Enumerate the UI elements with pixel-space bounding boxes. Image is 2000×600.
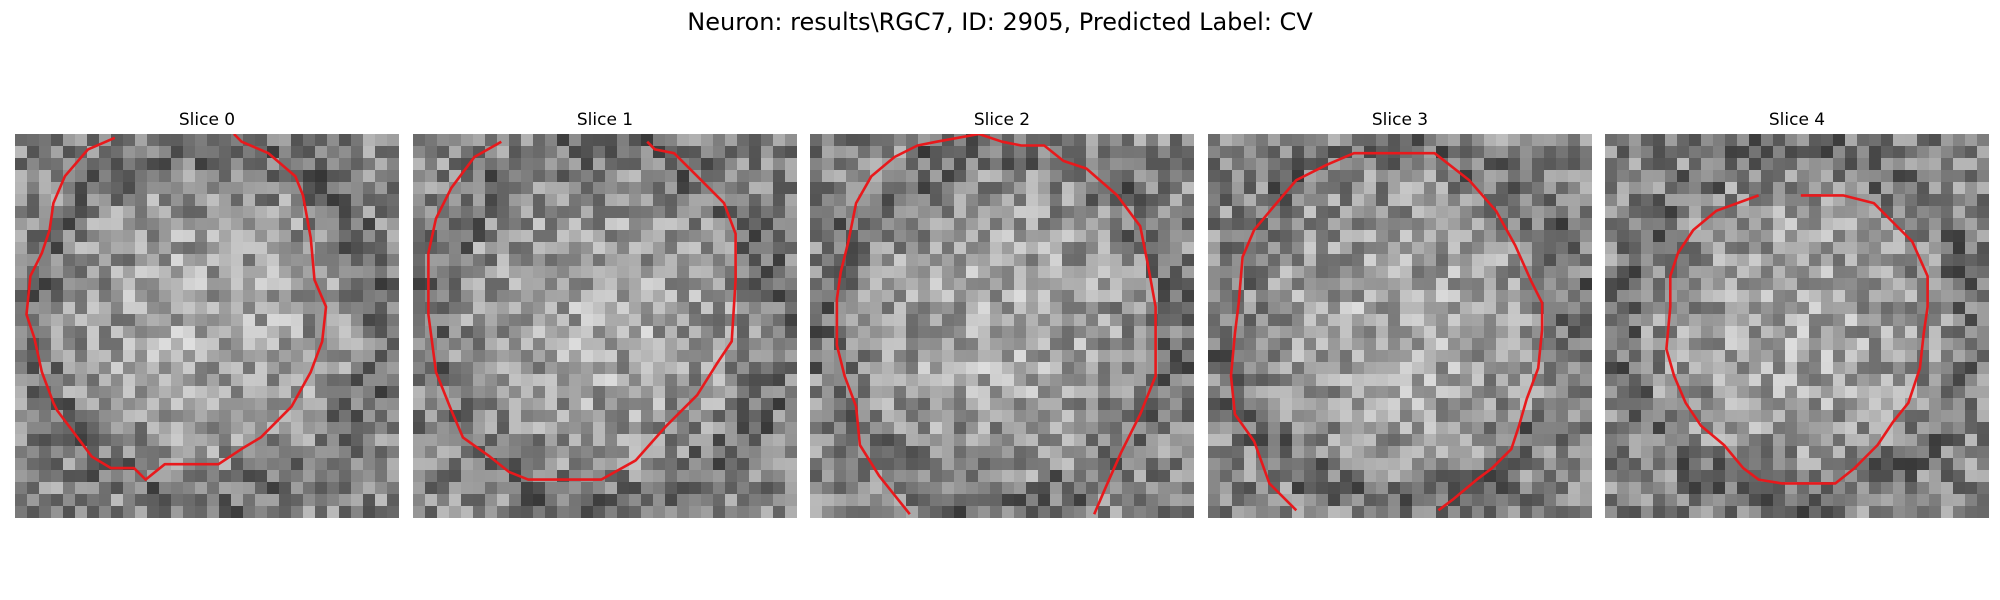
slice-image — [413, 134, 797, 518]
slice-title: Slice 2 — [973, 110, 1031, 130]
pixel-grid — [1605, 134, 1989, 518]
slice-image — [1208, 134, 1592, 518]
slice-title: Slice 0 — [178, 110, 236, 130]
pixel-grid — [413, 134, 797, 518]
pixel-grid — [810, 134, 1194, 518]
slice-image — [15, 134, 399, 518]
slice-image — [1605, 134, 1989, 518]
slice-title: Slice 3 — [1371, 110, 1429, 130]
cell-contour — [835, 134, 1157, 516]
pixel-grid — [15, 134, 399, 518]
cell-contour — [25, 134, 328, 481]
cell-contour — [427, 140, 737, 481]
pixel-grid — [1208, 134, 1592, 518]
slice-title: Slice 1 — [576, 110, 634, 130]
slice-image — [810, 134, 1194, 518]
cell-contour — [1665, 194, 1929, 485]
cell-contour — [1229, 151, 1544, 512]
slice-title: Slice 4 — [1768, 110, 1826, 130]
figure-title: Neuron: results\RGC7, ID: 2905, Predicte… — [687, 8, 1313, 36]
